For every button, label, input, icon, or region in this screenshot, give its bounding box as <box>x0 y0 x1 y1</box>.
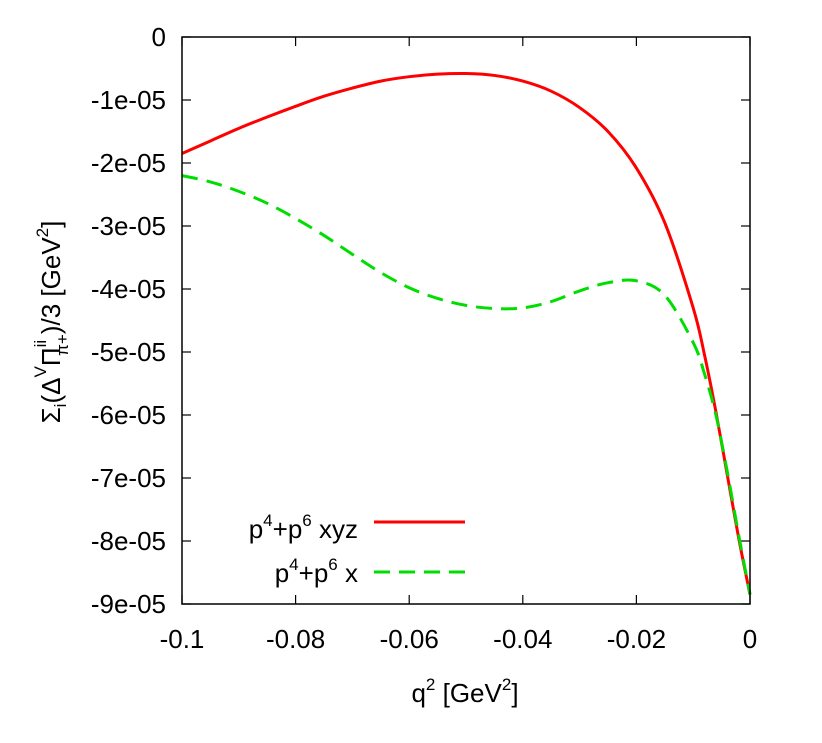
series-line-xyz <box>181 71 752 595</box>
plot-frame <box>181 36 751 605</box>
x-axis-label: q2 [GeV2] <box>411 675 518 708</box>
y-axis-label: Σi(ΔVΠii π+)/3 [GeV2] <box>31 221 72 424</box>
y-tick-label: -8e-05 <box>91 526 166 556</box>
x-tick-label: -0.1 <box>160 624 205 654</box>
y-tick-label: -6e-05 <box>91 400 166 430</box>
legend: p4+p6 xyz p4+p6 x <box>249 511 465 588</box>
y-tick-label: -1e-05 <box>91 85 166 115</box>
legend-label-x: p4+p6 x <box>275 555 358 588</box>
series-layer <box>181 71 752 595</box>
y-tick-label: 0 <box>152 22 166 52</box>
y-tick-label: -5e-05 <box>91 337 166 367</box>
x-tick-label: -0.02 <box>607 624 666 654</box>
series-line-x <box>181 174 752 595</box>
y-tick-label: -7e-05 <box>91 463 166 493</box>
x-tick-label: -0.06 <box>380 624 439 654</box>
legend-label-xyz: p4+p6 xyz <box>249 511 358 544</box>
y-tick-label: -2e-05 <box>91 148 166 178</box>
x-tick-label: 0 <box>743 624 757 654</box>
y-tick-label: -9e-05 <box>91 589 166 619</box>
y-tick-label: -3e-05 <box>91 211 166 241</box>
y-tick-label: -4e-05 <box>91 274 166 304</box>
x-tick-label: -0.04 <box>493 624 552 654</box>
x-tick-label: -0.08 <box>266 624 325 654</box>
ticks-layer: 0 -1e-05 -2e-05 -3e-05 -4e-05 -5e-05 -6e-05 -7e… <box>91 22 757 654</box>
